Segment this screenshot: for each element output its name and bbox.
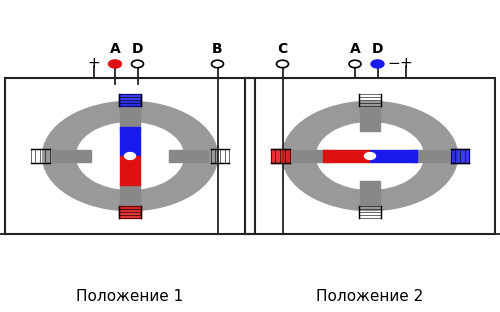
Bar (271, 149, 289, 163)
Bar (410, 150, 449, 162)
Text: A: A (350, 42, 360, 56)
Circle shape (316, 123, 424, 189)
Bar (360, 107, 380, 131)
Text: −: − (388, 56, 400, 71)
Bar (119, 94, 141, 106)
Text: Положение 1: Положение 1 (76, 289, 184, 304)
Circle shape (212, 60, 224, 68)
Text: D: D (132, 42, 143, 56)
Text: Положение 2: Положение 2 (316, 289, 424, 304)
Bar (52, 150, 90, 162)
Bar (323, 150, 370, 162)
Circle shape (132, 60, 143, 68)
Text: +: + (400, 56, 412, 71)
Text: A: A (110, 42, 120, 56)
Text: C: C (278, 42, 287, 56)
Circle shape (276, 60, 288, 68)
Circle shape (349, 60, 361, 68)
Circle shape (76, 123, 184, 189)
Bar (170, 150, 208, 162)
Bar (292, 150, 331, 162)
Bar (5, 78, 255, 234)
Bar (120, 181, 140, 205)
Bar (120, 156, 140, 185)
Text: +: + (88, 56, 101, 71)
Text: D: D (372, 42, 384, 56)
Circle shape (42, 101, 218, 211)
Circle shape (282, 101, 458, 211)
Bar (370, 150, 417, 162)
Bar (119, 206, 141, 218)
Circle shape (108, 60, 122, 68)
Bar (450, 149, 469, 163)
Bar (120, 107, 140, 131)
Bar (360, 181, 380, 205)
Text: B: B (212, 42, 223, 56)
Bar (120, 127, 140, 156)
Circle shape (364, 153, 376, 159)
Circle shape (124, 153, 136, 159)
Circle shape (371, 60, 384, 68)
Bar (245, 78, 495, 234)
